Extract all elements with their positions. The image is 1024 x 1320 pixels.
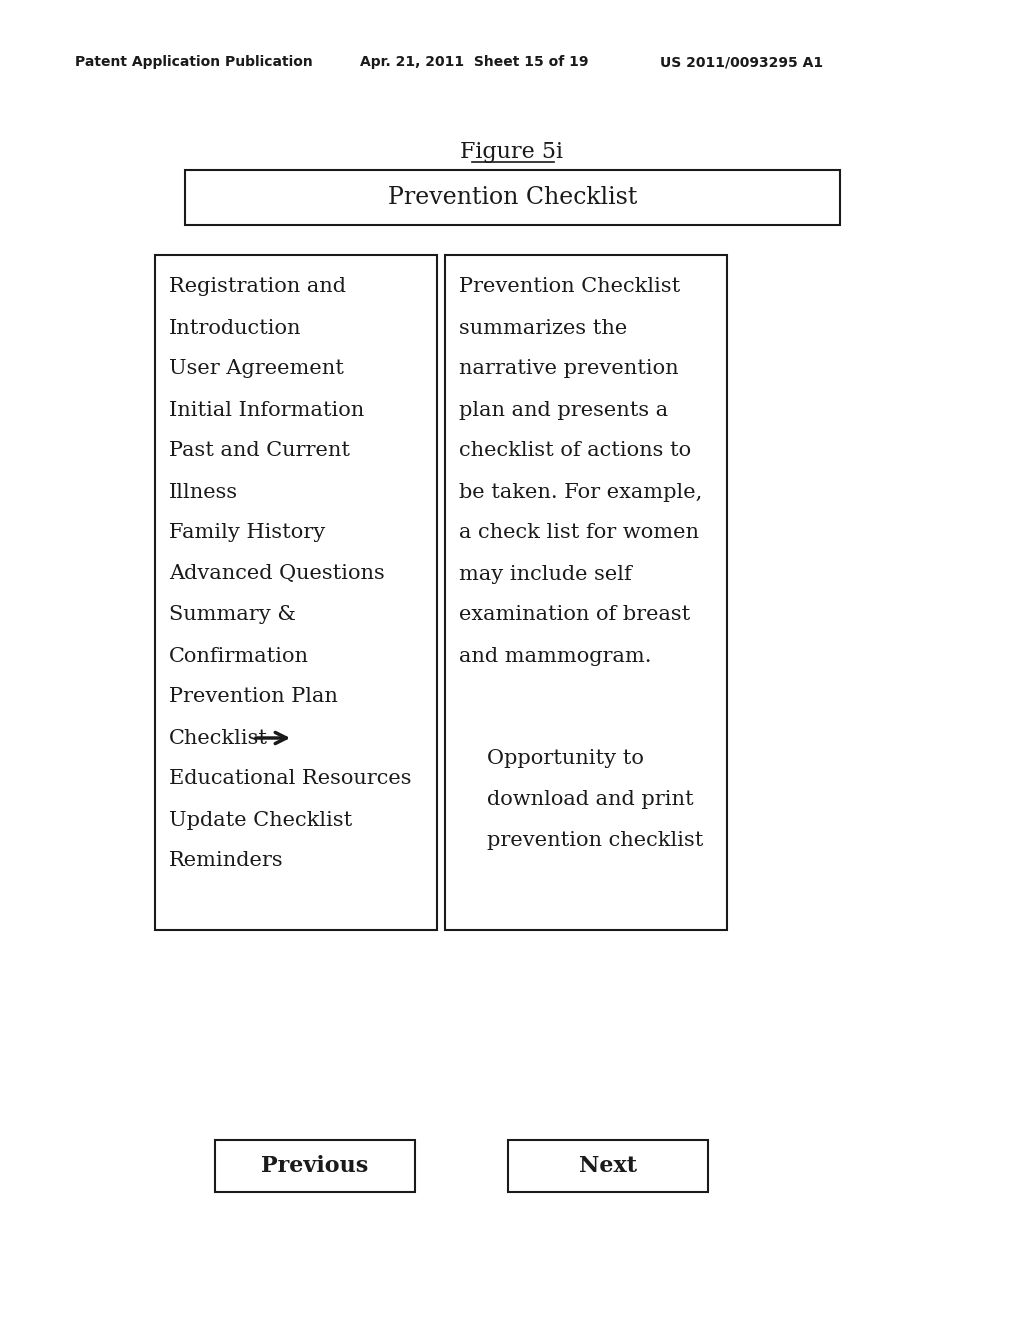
Text: Prevention Plan: Prevention Plan: [169, 688, 338, 706]
Text: Checklist: Checklist: [169, 729, 268, 747]
Text: plan and presents a: plan and presents a: [459, 400, 668, 420]
FancyBboxPatch shape: [185, 170, 840, 224]
Text: Initial Information: Initial Information: [169, 400, 365, 420]
FancyBboxPatch shape: [508, 1140, 708, 1192]
Text: examination of breast: examination of breast: [459, 606, 690, 624]
Text: prevention checklist: prevention checklist: [487, 832, 703, 850]
Text: Update Checklist: Update Checklist: [169, 810, 352, 829]
Text: Illness: Illness: [169, 483, 239, 502]
Text: narrative prevention: narrative prevention: [459, 359, 679, 379]
Text: Figure 5i: Figure 5i: [461, 141, 563, 162]
Text: summarizes the: summarizes the: [459, 318, 628, 338]
FancyBboxPatch shape: [445, 255, 727, 931]
Text: Past and Current: Past and Current: [169, 441, 350, 461]
Text: download and print: download and print: [487, 789, 693, 809]
Text: Prevention Checklist: Prevention Checklist: [388, 186, 637, 209]
Text: and mammogram.: and mammogram.: [459, 647, 651, 665]
Text: a check list for women: a check list for women: [459, 524, 699, 543]
Text: Prevention Checklist: Prevention Checklist: [459, 277, 680, 297]
Text: Educational Resources: Educational Resources: [169, 770, 412, 788]
Text: US 2011/0093295 A1: US 2011/0093295 A1: [660, 55, 823, 69]
Text: Previous: Previous: [261, 1155, 369, 1177]
Text: Summary &: Summary &: [169, 606, 296, 624]
Text: Reminders: Reminders: [169, 851, 284, 870]
Text: Patent Application Publication: Patent Application Publication: [75, 55, 312, 69]
Text: Advanced Questions: Advanced Questions: [169, 565, 385, 583]
Text: may include self: may include self: [459, 565, 632, 583]
Text: Apr. 21, 2011  Sheet 15 of 19: Apr. 21, 2011 Sheet 15 of 19: [360, 55, 589, 69]
Text: Introduction: Introduction: [169, 318, 301, 338]
FancyBboxPatch shape: [155, 255, 437, 931]
Text: Family History: Family History: [169, 524, 326, 543]
Text: Next: Next: [579, 1155, 637, 1177]
Text: Confirmation: Confirmation: [169, 647, 309, 665]
Text: be taken. For example,: be taken. For example,: [459, 483, 702, 502]
Text: User Agreement: User Agreement: [169, 359, 344, 379]
Text: Registration and: Registration and: [169, 277, 346, 297]
Text: checklist of actions to: checklist of actions to: [459, 441, 691, 461]
Text: Opportunity to: Opportunity to: [487, 748, 644, 768]
FancyBboxPatch shape: [215, 1140, 415, 1192]
